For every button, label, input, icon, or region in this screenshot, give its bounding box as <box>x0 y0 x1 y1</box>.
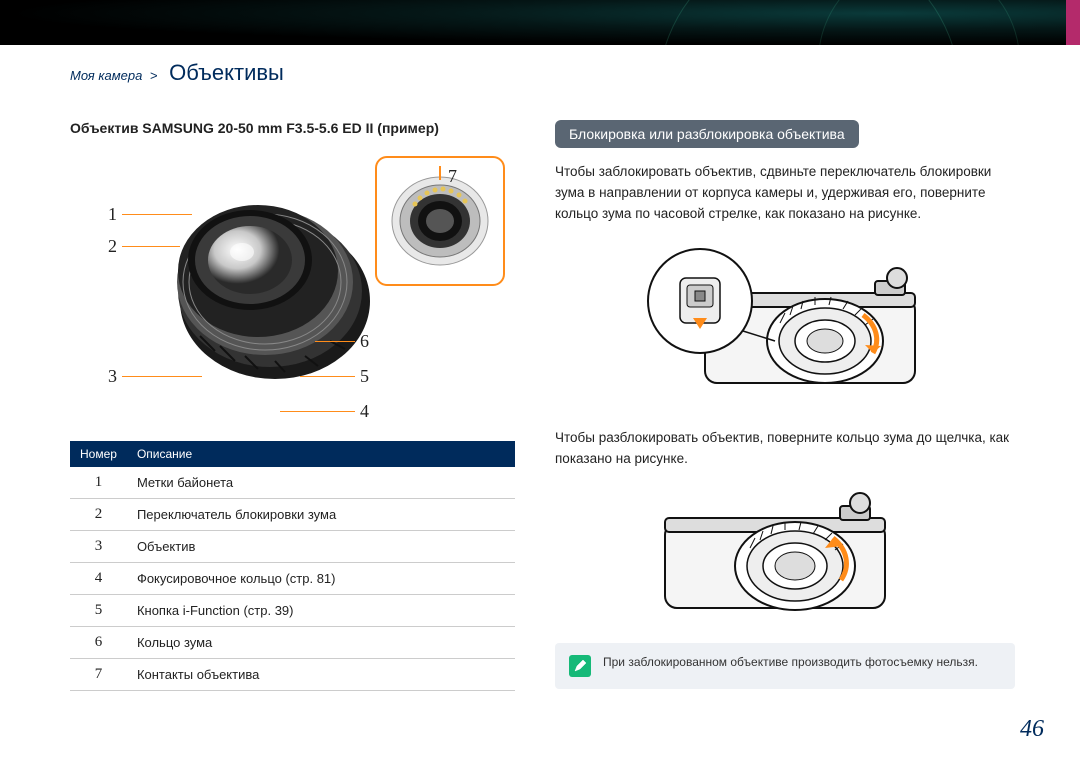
page-title: Объективы <box>169 60 284 85</box>
page-number: 46 <box>1020 716 1044 743</box>
table-row: 1Метки байонета <box>70 467 515 499</box>
note-text: При заблокированном объективе производит… <box>603 655 978 669</box>
callout-3: 3 <box>108 366 117 387</box>
lock-instructions: Чтобы заблокировать объектив, сдвиньте п… <box>555 162 1015 225</box>
callout-line-4 <box>280 411 355 412</box>
note-box: При заблокированном объективе производит… <box>555 643 1015 689</box>
table-row: 2Переключатель блокировки зума <box>70 499 515 531</box>
callout-line-2 <box>122 246 180 247</box>
table-row: 6Кольцо зума <box>70 627 515 659</box>
callout-5: 5 <box>360 366 369 387</box>
section-title-badge: Блокировка или разблокировка объектива <box>555 120 859 148</box>
lens-diagram: 1 2 3 6 5 4 7 <box>70 156 515 426</box>
page-color-tab <box>1066 0 1080 45</box>
breadcrumb: Моя камера > Объективы <box>70 60 284 86</box>
table-row: 7Контакты объектива <box>70 659 515 691</box>
breadcrumb-separator: > <box>150 68 158 83</box>
lock-figure <box>555 243 1015 408</box>
th-number: Номер <box>70 441 127 467</box>
callout-line-1 <box>122 214 192 215</box>
callout-line-3 <box>122 376 202 377</box>
left-column: Объектив SAMSUNG 20-50 mm F3.5-5.6 ED II… <box>70 120 515 691</box>
callout-6: 6 <box>360 331 369 352</box>
callout-line-6 <box>315 341 355 342</box>
unlock-figure <box>555 488 1015 623</box>
pen-icon <box>569 655 591 677</box>
lens-example-title: Объектив SAMSUNG 20-50 mm F3.5-5.6 ED II… <box>70 120 515 136</box>
unlock-instructions: Чтобы разблокировать объектив, поверните… <box>555 428 1015 470</box>
th-description: Описание <box>127 441 515 467</box>
callout-7: 7 <box>448 166 457 187</box>
lens-illustration <box>170 186 380 396</box>
breadcrumb-prefix: Моя камера <box>70 68 142 83</box>
lens-rear-inset <box>375 156 505 286</box>
callout-4: 4 <box>360 401 369 422</box>
right-column: Блокировка или разблокировка объектива Ч… <box>555 120 1015 689</box>
header-banner <box>0 0 1080 45</box>
callout-line-5 <box>300 376 355 377</box>
callout-2: 2 <box>108 236 117 257</box>
table-row: 4Фокусировочное кольцо (стр. 81) <box>70 563 515 595</box>
parts-table: Номер Описание 1Метки байонета 2Переключ… <box>70 441 515 691</box>
callout-1: 1 <box>108 204 117 225</box>
table-row: 5Кнопка i-Function (стр. 39) <box>70 595 515 627</box>
table-row: 3Объектив <box>70 531 515 563</box>
